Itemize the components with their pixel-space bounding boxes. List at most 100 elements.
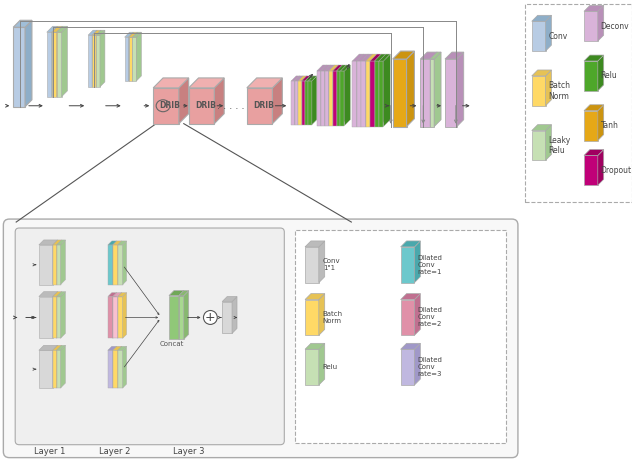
Polygon shape [598, 105, 604, 141]
Polygon shape [123, 293, 127, 338]
Polygon shape [532, 124, 552, 130]
Polygon shape [361, 61, 365, 127]
Polygon shape [113, 241, 116, 285]
FancyBboxPatch shape [15, 228, 284, 445]
Polygon shape [118, 293, 127, 296]
Polygon shape [374, 54, 386, 61]
Polygon shape [379, 54, 386, 127]
Polygon shape [113, 346, 122, 350]
Polygon shape [118, 296, 123, 338]
Polygon shape [189, 88, 214, 124]
Polygon shape [401, 294, 420, 300]
Polygon shape [108, 350, 113, 388]
Polygon shape [337, 65, 342, 126]
FancyBboxPatch shape [295, 230, 506, 443]
Circle shape [204, 311, 217, 325]
Polygon shape [361, 54, 372, 61]
Text: Layer 3: Layer 3 [173, 447, 204, 455]
Polygon shape [108, 241, 116, 245]
Polygon shape [415, 294, 420, 335]
Polygon shape [584, 6, 604, 12]
Polygon shape [545, 124, 552, 160]
Text: . . . . .: . . . . . [217, 101, 244, 111]
Polygon shape [356, 54, 364, 127]
Polygon shape [298, 76, 303, 124]
Polygon shape [179, 290, 184, 339]
Polygon shape [329, 65, 339, 71]
Polygon shape [222, 301, 232, 333]
Polygon shape [584, 105, 604, 111]
Polygon shape [532, 76, 545, 106]
Polygon shape [319, 241, 324, 283]
Text: Batch
Norm: Batch Norm [323, 311, 343, 324]
Polygon shape [337, 65, 346, 71]
Polygon shape [273, 78, 282, 124]
Polygon shape [393, 59, 406, 127]
Polygon shape [301, 81, 305, 124]
Polygon shape [545, 70, 552, 106]
Polygon shape [179, 78, 189, 124]
Polygon shape [39, 296, 52, 338]
Text: DRIB: DRIB [159, 101, 180, 110]
Polygon shape [88, 30, 97, 35]
Polygon shape [47, 26, 58, 32]
Polygon shape [340, 65, 346, 126]
Polygon shape [415, 241, 420, 283]
Polygon shape [39, 292, 58, 296]
Text: DRIB: DRIB [253, 101, 274, 110]
Polygon shape [430, 52, 437, 127]
Polygon shape [108, 293, 116, 296]
Polygon shape [129, 37, 132, 81]
Polygon shape [153, 88, 179, 124]
Polygon shape [532, 70, 552, 76]
Polygon shape [401, 300, 415, 335]
Polygon shape [401, 349, 415, 385]
Polygon shape [25, 20, 32, 107]
FancyBboxPatch shape [3, 219, 518, 458]
Polygon shape [445, 59, 457, 127]
Polygon shape [370, 54, 381, 61]
Polygon shape [96, 35, 100, 87]
Polygon shape [319, 294, 324, 335]
Polygon shape [305, 76, 314, 81]
Polygon shape [308, 81, 312, 124]
Polygon shape [361, 54, 368, 127]
Polygon shape [52, 32, 56, 97]
Text: Dilated
Conv
rate=2: Dilated Conv rate=2 [417, 307, 442, 327]
Polygon shape [365, 54, 377, 61]
Polygon shape [420, 59, 430, 127]
Polygon shape [370, 61, 374, 127]
Polygon shape [312, 76, 317, 124]
Polygon shape [113, 296, 118, 338]
Polygon shape [52, 345, 61, 350]
Polygon shape [52, 292, 58, 338]
Polygon shape [52, 350, 56, 388]
Polygon shape [96, 30, 101, 87]
Polygon shape [305, 343, 324, 349]
Polygon shape [598, 149, 604, 185]
Polygon shape [319, 343, 324, 385]
Polygon shape [584, 55, 604, 61]
Polygon shape [337, 71, 340, 126]
Polygon shape [305, 300, 319, 335]
Polygon shape [56, 345, 65, 350]
Polygon shape [365, 61, 370, 127]
Polygon shape [308, 76, 314, 124]
Polygon shape [584, 155, 598, 185]
Polygon shape [113, 350, 118, 388]
Polygon shape [353, 54, 364, 61]
Polygon shape [598, 55, 604, 91]
Polygon shape [56, 26, 63, 97]
Polygon shape [324, 65, 335, 71]
Polygon shape [56, 350, 61, 388]
Polygon shape [179, 296, 184, 339]
Polygon shape [401, 343, 420, 349]
Polygon shape [532, 21, 545, 51]
Polygon shape [118, 245, 123, 285]
Polygon shape [420, 52, 437, 59]
Polygon shape [305, 294, 324, 300]
Polygon shape [123, 241, 127, 285]
Polygon shape [301, 76, 310, 81]
Polygon shape [52, 296, 56, 338]
Polygon shape [118, 346, 122, 388]
